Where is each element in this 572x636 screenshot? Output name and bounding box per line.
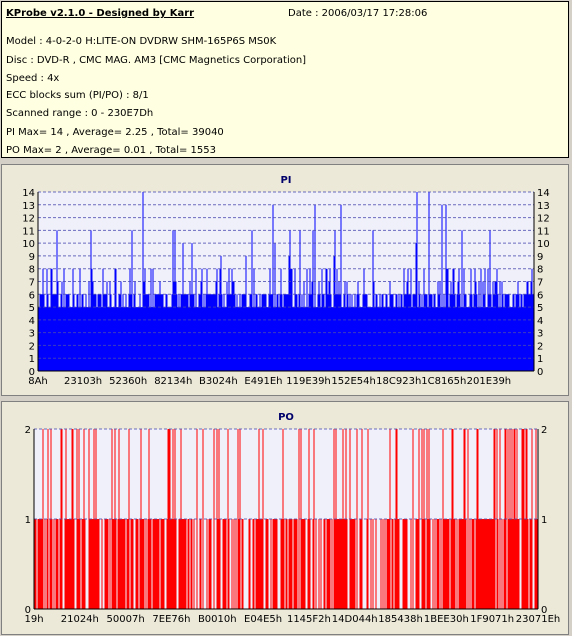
app-title: KProbe v2.1.0 - Designed by Karr — [6, 8, 195, 19]
x-tick-label: 152E54h — [331, 376, 375, 387]
y-tick-label-right: 3 — [537, 329, 543, 340]
y-tick-label-right: 1 — [537, 354, 543, 365]
y-tick-label-left: 14 — [22, 188, 35, 199]
chart-title: PI — [280, 175, 291, 186]
y-tick-label-left: 1 — [25, 515, 31, 526]
y-tick-label-right: 0 — [541, 605, 547, 616]
y-tick-label-left: 2 — [25, 425, 31, 436]
x-tick-label: 8Ah — [28, 376, 48, 387]
y-tick-label-right: 5 — [537, 303, 543, 314]
po-chart-panel: 0 0 1 1 2 2 19h 21024h 50007h 7EE76h B0010h E04E5h 1… — [1, 401, 569, 635]
pi-chart-panel: 0 0 1 1 2 2 3 3 4 4 5 5 6 6 7 7 8 8 9 9 10 10 11 11 12 12 13 13 14 14… — [1, 164, 569, 396]
y-tick-label-right: 7 — [537, 278, 543, 289]
x-tick-label: 1C8165h — [421, 376, 466, 387]
x-tick-label: 23103h — [64, 376, 102, 387]
y-tick-label-left: 3 — [29, 329, 35, 340]
ecc-blocks: ECC blocks sum (PI/PO) : 8/1 — [6, 90, 149, 101]
x-tick-label: 19h — [24, 614, 43, 625]
x-tick-label: 18C923h — [376, 376, 421, 387]
y-tick-label-left: 4 — [29, 316, 35, 327]
x-tick-label: B0010h — [198, 614, 237, 625]
x-tick-label: 14D044h — [332, 614, 378, 625]
y-tick-label-right: 4 — [537, 316, 543, 327]
y-tick-label-left: 12 — [22, 214, 35, 225]
x-tick-label: B3024h — [199, 376, 238, 387]
y-tick-label-right: 14 — [537, 188, 550, 199]
y-tick-label-left: 11 — [22, 226, 35, 237]
y-tick-label-right: 6 — [537, 290, 543, 301]
y-tick-label-right: 13 — [537, 201, 550, 212]
y-tick-label-left: 9 — [29, 252, 35, 263]
x-tick-label: E491Eh — [244, 376, 282, 387]
x-tick-label: 185438h — [378, 614, 423, 625]
y-tick-label-left: 10 — [22, 239, 35, 250]
scanned-range: Scanned range : 0 - 230E7Dh — [6, 108, 154, 119]
x-tick-label: 119E39h — [286, 376, 330, 387]
y-tick-label-left: 0 — [25, 605, 31, 616]
y-tick-label-right: 10 — [537, 239, 550, 250]
x-tick-label: 1145F2h — [287, 614, 331, 625]
x-tick-label: 23071Eh — [516, 614, 560, 625]
y-tick-label-right: 12 — [537, 214, 550, 225]
chart-title: PO — [278, 412, 294, 423]
y-tick-label-right: 9 — [537, 252, 543, 263]
y-tick-label-left: 2 — [29, 341, 35, 352]
po-stats: PO Max= 2 , Average= 0.01 , Total= 1553 — [6, 145, 216, 156]
y-tick-label-right: 2 — [537, 341, 543, 352]
y-tick-label-left: 13 — [22, 201, 35, 212]
y-tick-label-left: 6 — [29, 290, 35, 301]
x-tick-label: 21024h — [61, 614, 99, 625]
drive-model: Model : 4-0-2-0 H:LITE-ON DVDRW SHM-165P… — [6, 36, 277, 47]
y-tick-label-left: 8 — [29, 265, 35, 276]
y-tick-label-left: 1 — [29, 354, 35, 365]
scan-date: Date : 2006/03/17 17:28:06 — [288, 8, 428, 19]
y-tick-label-right: 11 — [537, 226, 550, 237]
y-tick-label-left: 7 — [29, 278, 35, 289]
x-tick-label: 1F9071h — [470, 614, 514, 625]
y-tick-label-left: 0 — [29, 367, 35, 378]
y-tick-label-right: 0 — [537, 367, 543, 378]
po-chart: 0 0 1 1 2 2 19h 21024h 50007h 7EE76h B0010h E04E5h 1… — [24, 412, 560, 625]
x-tick-label: 1BEE30h — [424, 614, 469, 625]
y-tick-label-left: 5 — [29, 303, 35, 314]
read-speed: Speed : 4x — [6, 73, 60, 84]
y-tick-label-right: 2 — [541, 425, 547, 436]
x-tick-label: 52360h — [109, 376, 147, 387]
pi-stats: PI Max= 14 , Average= 2.25 , Total= 3904… — [6, 127, 224, 138]
x-tick-label: E04E5h — [244, 614, 282, 625]
disc-info: Disc : DVD-R , CMC MAG. AM3 [CMC Magneti… — [6, 55, 307, 66]
y-tick-label-right: 8 — [537, 265, 543, 276]
x-tick-label: 201E39h — [467, 376, 511, 387]
x-tick-label: 50007h — [107, 614, 145, 625]
x-tick-label: 82134h — [154, 376, 192, 387]
x-tick-label: 7EE76h — [152, 614, 190, 625]
y-tick-label-right: 1 — [541, 515, 547, 526]
info-panel: KProbe v2.1.0 - Designed by Karr Date : … — [1, 1, 569, 158]
